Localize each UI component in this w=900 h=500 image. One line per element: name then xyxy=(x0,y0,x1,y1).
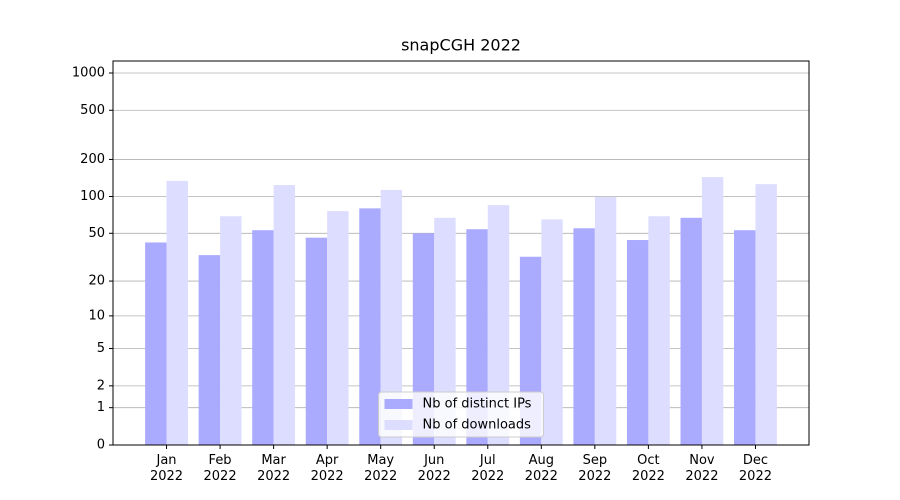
bar xyxy=(573,228,595,445)
y-tick-label: 10 xyxy=(88,308,105,323)
y-tick-label: 2 xyxy=(97,378,105,393)
bar xyxy=(626,240,649,445)
bar xyxy=(487,205,510,445)
bar xyxy=(166,180,188,445)
x-tick-label: Aug 2022 xyxy=(524,453,558,484)
legend-box xyxy=(378,391,544,438)
y-tick-label: 100 xyxy=(80,189,105,204)
bar xyxy=(198,255,221,445)
y-tick-label: 200 xyxy=(80,152,105,167)
bar xyxy=(252,230,274,445)
y-tick-label: 50 xyxy=(88,226,105,241)
legend-swatch xyxy=(384,399,413,409)
y-tick-label: 5 xyxy=(97,341,105,356)
bar xyxy=(434,217,456,445)
axes-frame xyxy=(112,60,810,446)
y-tick-label: 1 xyxy=(97,400,105,415)
x-tick-label: Dec 2022 xyxy=(738,453,772,484)
bar xyxy=(648,216,670,445)
legend-swatch xyxy=(384,420,413,430)
x-tick-label: Apr 2022 xyxy=(310,453,344,484)
x-tick-label: Oct 2022 xyxy=(631,453,665,484)
legend-label: Nb of downloads xyxy=(423,418,532,433)
x-tick-label: Sep 2022 xyxy=(578,453,612,484)
bar xyxy=(380,189,403,445)
bar xyxy=(220,216,242,445)
x-tick-label: Jan 2022 xyxy=(149,453,184,484)
bar xyxy=(680,217,702,445)
legend: Nb of distinct IPs Nb of downloads xyxy=(378,391,544,438)
x-tick-label: May 2022 xyxy=(364,453,398,484)
bar xyxy=(273,185,296,445)
bar xyxy=(701,177,724,445)
y-tick-label: 0 xyxy=(97,438,105,453)
y-tick-label: 20 xyxy=(88,274,105,289)
y-tick-label: 500 xyxy=(80,103,105,118)
bar xyxy=(145,242,167,445)
x-tick-label: Jul 2022 xyxy=(471,453,505,484)
x-tick-label: Feb 2022 xyxy=(203,453,237,484)
bar xyxy=(734,230,756,445)
x-tick-label: Nov 2022 xyxy=(685,453,719,484)
bar xyxy=(359,208,381,445)
bars xyxy=(145,177,777,445)
chart-title: snapCGH 2022 xyxy=(401,36,521,55)
bar xyxy=(466,229,488,445)
x-tick-label: Jun 2022 xyxy=(417,453,451,484)
bar xyxy=(305,237,328,445)
y-tick-label: 1000 xyxy=(72,66,105,81)
bar xyxy=(541,219,563,445)
bar xyxy=(327,211,349,445)
bar xyxy=(755,184,777,445)
legend-label: Nb of distinct IPs xyxy=(423,397,532,412)
x-tick-label: Mar 2022 xyxy=(257,453,291,484)
bar xyxy=(594,197,617,445)
